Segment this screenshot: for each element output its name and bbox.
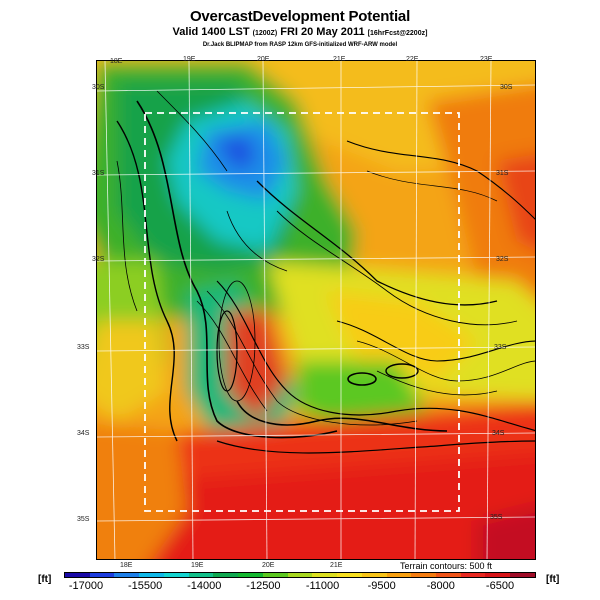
colorbar-segment: [411, 573, 437, 577]
graticule: [97, 61, 535, 559]
colorbar-segment: [436, 573, 461, 577]
map-title: OvercastDevelopment Potential: [189, 8, 411, 25]
colorbar-tick-label: -14000: [187, 580, 222, 592]
colorbar-segment: [114, 573, 140, 577]
colorbar-segment: [89, 573, 115, 577]
colorbar-segment: [139, 573, 164, 577]
map-canvas: [97, 61, 535, 559]
terrain-contour-note: Terrain contours: 500 ft: [400, 561, 493, 571]
lon-label-top: 19E: [183, 56, 196, 63]
lon-label-top: 21E: [333, 56, 346, 63]
utc-time: (1200Z): [252, 30, 278, 37]
color-field: [97, 61, 535, 559]
colorbar-tick-label: -15500: [128, 580, 163, 592]
colorbar-segment: [65, 573, 90, 577]
terrain-contours: [116, 90, 535, 454]
lat-label-right: 34S: [492, 430, 505, 437]
lon-label-top: 20E: [257, 56, 270, 63]
colorbar-segment: [287, 573, 313, 577]
colorbar-segment: [460, 573, 486, 577]
colorbar-tick-label: -6500: [485, 580, 515, 592]
colorbar-tick-label: -8000: [426, 580, 455, 592]
colorbar-unit-right: [ft]: [546, 574, 560, 585]
lon-label-top: 18E: [110, 58, 123, 65]
colorbar-tick-label: -17000: [68, 580, 104, 592]
lon-label-bottom: 18E: [120, 562, 133, 569]
model-description: Dr.Jack BLIPMAP from RASP 12km GFS-initi…: [202, 42, 398, 48]
colorbar-segment: [337, 573, 362, 577]
colorbar-segment: [386, 573, 412, 577]
lat-label-left: 31S: [92, 170, 105, 177]
lon-label-top: 23E: [480, 56, 493, 63]
colorbar-segment: [312, 573, 338, 577]
lat-label-left: 35S: [77, 516, 90, 523]
lon-label-bottom: 21E: [330, 562, 343, 569]
colorbar-segment: [510, 573, 535, 577]
colorbar-segment: [188, 573, 214, 577]
lat-label-right: 32S: [496, 256, 509, 263]
lon-label-bottom: 19E: [191, 562, 204, 569]
lat-label-left: 32S: [92, 256, 105, 263]
lat-label-right: 30S: [500, 84, 513, 91]
lat-label-right: 33S: [494, 344, 507, 351]
colorbar-tick-label: -12500: [246, 580, 281, 592]
lat-label-left: 30S: [92, 84, 105, 91]
colorbar-segment: [213, 573, 239, 577]
lat-label-left: 33S: [77, 344, 90, 351]
colorbar-unit-left: [ft]: [38, 574, 52, 585]
colorbar-segment: [163, 573, 189, 577]
inner-domain-box: [144, 112, 460, 512]
colorbar: [64, 572, 536, 578]
forecast-hour: [16hrFcst@2200z]: [367, 30, 428, 37]
valid-time: Valid 1400 LST: [172, 26, 250, 38]
lon-label-bottom: 20E: [262, 562, 275, 569]
lat-label-right: 31S: [496, 170, 509, 177]
forecast-map: [96, 60, 536, 560]
lon-label-top: 22E: [406, 56, 419, 63]
forecast-date: FRI 20 May 2011: [280, 26, 365, 38]
colorbar-tick-label: -11000: [305, 580, 340, 592]
lat-label-right: 35S: [490, 514, 503, 521]
colorbar-segment: [361, 573, 387, 577]
colorbar-segment: [238, 573, 263, 577]
map-subtitle: Valid 1400 LST (1200Z) FRI 20 May 2011 […: [0, 26, 600, 38]
colorbar-tick-label: -9500: [367, 580, 396, 592]
colorbar-segment: [485, 573, 511, 577]
colorbar-segment: [262, 573, 288, 577]
lat-label-left: 34S: [77, 430, 90, 437]
